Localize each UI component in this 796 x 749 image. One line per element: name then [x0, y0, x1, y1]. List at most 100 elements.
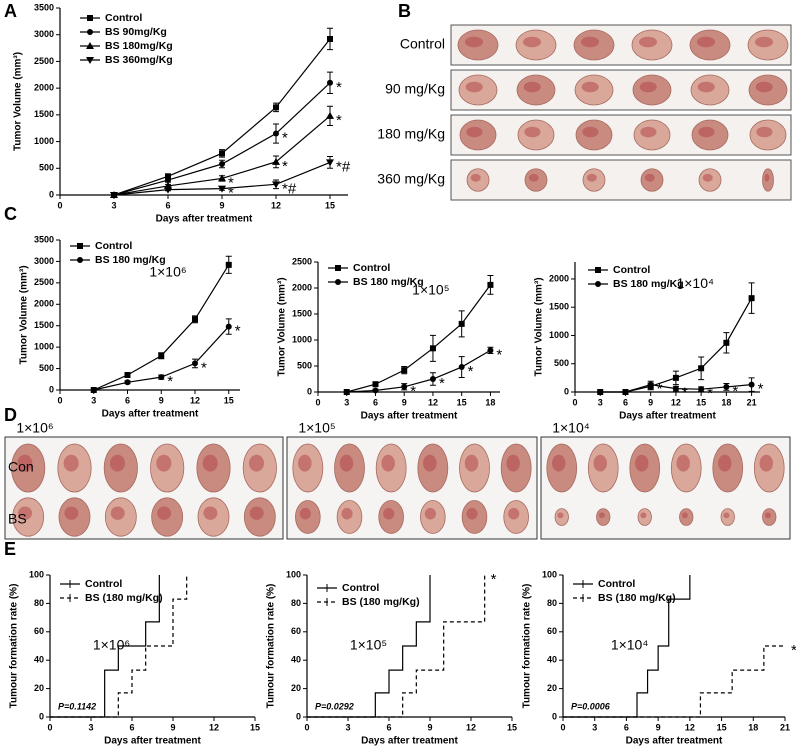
- tumor-highlight: [755, 81, 773, 93]
- y-axis-label: Tumor Volume (mm³): [19, 265, 30, 364]
- panel-label: A: [4, 1, 17, 21]
- y-tick-label: 1500: [549, 302, 569, 312]
- series-line: [346, 349, 491, 393]
- tumor-highlight: [523, 81, 541, 93]
- marker: [192, 360, 198, 367]
- tumor-highlight: [339, 454, 354, 472]
- x-tick-label: 0: [57, 200, 62, 210]
- y-tick-label: 40: [34, 655, 44, 665]
- y-tick-label: 20: [34, 683, 44, 693]
- photo-frame: [286, 436, 538, 540]
- y-tick-label: 2000: [292, 282, 312, 292]
- x-tick-label: 21: [747, 397, 757, 407]
- marker: [343, 389, 350, 395]
- x-tick-label: 12: [466, 722, 476, 732]
- point-label: *: [336, 112, 342, 129]
- point-label: *: [758, 381, 764, 398]
- series-line: [93, 264, 230, 391]
- point-label: *: [439, 375, 445, 392]
- series-line: [563, 645, 785, 718]
- x-axis-label: Days after treatment: [361, 736, 458, 747]
- tumor-highlight: [598, 512, 605, 519]
- annotation: 1×10⁵: [412, 281, 449, 297]
- tumor-highlight: [586, 173, 597, 182]
- photo-frame: [450, 69, 792, 111]
- x-tick-label: 3: [345, 722, 350, 732]
- x-tick-label: 12: [190, 395, 200, 405]
- x-tick-label: 3: [344, 397, 349, 407]
- tumor-highlight: [681, 512, 688, 519]
- x-tick-label: 0: [304, 722, 309, 732]
- marker: [87, 29, 93, 35]
- point-label: *: [491, 571, 497, 588]
- marker: [219, 150, 225, 157]
- x-axis-label: Days after treatment: [104, 736, 201, 747]
- marker: [672, 374, 679, 381]
- marker: [225, 261, 232, 268]
- legend-label: Control: [85, 578, 122, 590]
- marker: [110, 192, 118, 199]
- tumor-highlight: [506, 454, 520, 472]
- marker: [273, 104, 279, 111]
- marker: [595, 281, 601, 287]
- y-axis-label: Tumor Volume (mm³): [13, 52, 24, 151]
- marker: [335, 265, 341, 271]
- marker: [124, 372, 131, 378]
- x-tick-label: 6: [373, 397, 378, 407]
- point-label: *: [657, 381, 663, 398]
- legend-label: BS 180mg/Kg: [105, 40, 173, 52]
- marker: [158, 374, 165, 381]
- marker: [372, 387, 379, 394]
- x-tick-label: 0: [560, 722, 565, 732]
- y-tick-label: 60: [291, 626, 301, 636]
- tumor-highlight: [755, 36, 773, 48]
- group-label: 1×10⁶: [16, 420, 53, 436]
- marker: [326, 111, 334, 119]
- tumor-highlight: [64, 506, 79, 520]
- y-tick-label: 3500: [34, 2, 54, 12]
- x-tick-label: 6: [129, 722, 134, 732]
- legend-label: Control: [95, 240, 132, 252]
- point-label: *: [228, 174, 234, 191]
- x-tick-label: 0: [47, 722, 52, 732]
- tumor-highlight: [644, 173, 655, 182]
- y-tick-label: 0: [307, 386, 312, 396]
- y-tick-label: 40: [291, 655, 301, 665]
- x-tick-label: 6: [125, 395, 130, 405]
- point-label: *: [410, 383, 416, 400]
- tumor-highlight: [759, 454, 773, 472]
- y-tick-label: 500: [297, 360, 312, 370]
- point-label: *: [167, 373, 173, 390]
- marker: [597, 389, 604, 395]
- legend-label: BS 90mg/Kg: [105, 26, 167, 38]
- x-tick-label: 9: [402, 397, 407, 407]
- legend-label: Control: [353, 262, 390, 274]
- y-tick-label: 1000: [549, 330, 569, 340]
- y-tick-label: 3000: [34, 256, 54, 266]
- tumor-highlight: [341, 507, 353, 520]
- tumor-highlight: [552, 454, 566, 472]
- x-tick-label: 9: [219, 200, 224, 210]
- marker: [218, 185, 226, 193]
- point-label: *#: [282, 180, 297, 197]
- marker: [327, 79, 333, 86]
- point-label: *: [682, 385, 688, 402]
- legend-label: BS (180 mg/Kg): [85, 592, 163, 604]
- tumor-highlight: [593, 454, 607, 472]
- panel-label: B: [398, 1, 411, 21]
- tumor-highlight: [157, 506, 172, 520]
- tumor-highlight: [156, 454, 172, 472]
- tumor-highlight: [466, 507, 478, 520]
- y-tick-label: 100: [542, 569, 557, 579]
- y-tick-label: 100: [29, 569, 44, 579]
- tumor-highlight: [640, 512, 647, 519]
- tumor-highlight: [764, 173, 770, 182]
- legend-label: BS 180 mg/Kg: [95, 254, 166, 266]
- x-tick-label: 15: [717, 722, 727, 732]
- x-tick-label: 3: [111, 200, 116, 210]
- legend-label: Control: [598, 578, 635, 590]
- marker: [723, 339, 730, 346]
- x-tick-label: 12: [209, 722, 219, 732]
- photo-frame: [450, 24, 792, 66]
- point-label: *: [496, 346, 502, 363]
